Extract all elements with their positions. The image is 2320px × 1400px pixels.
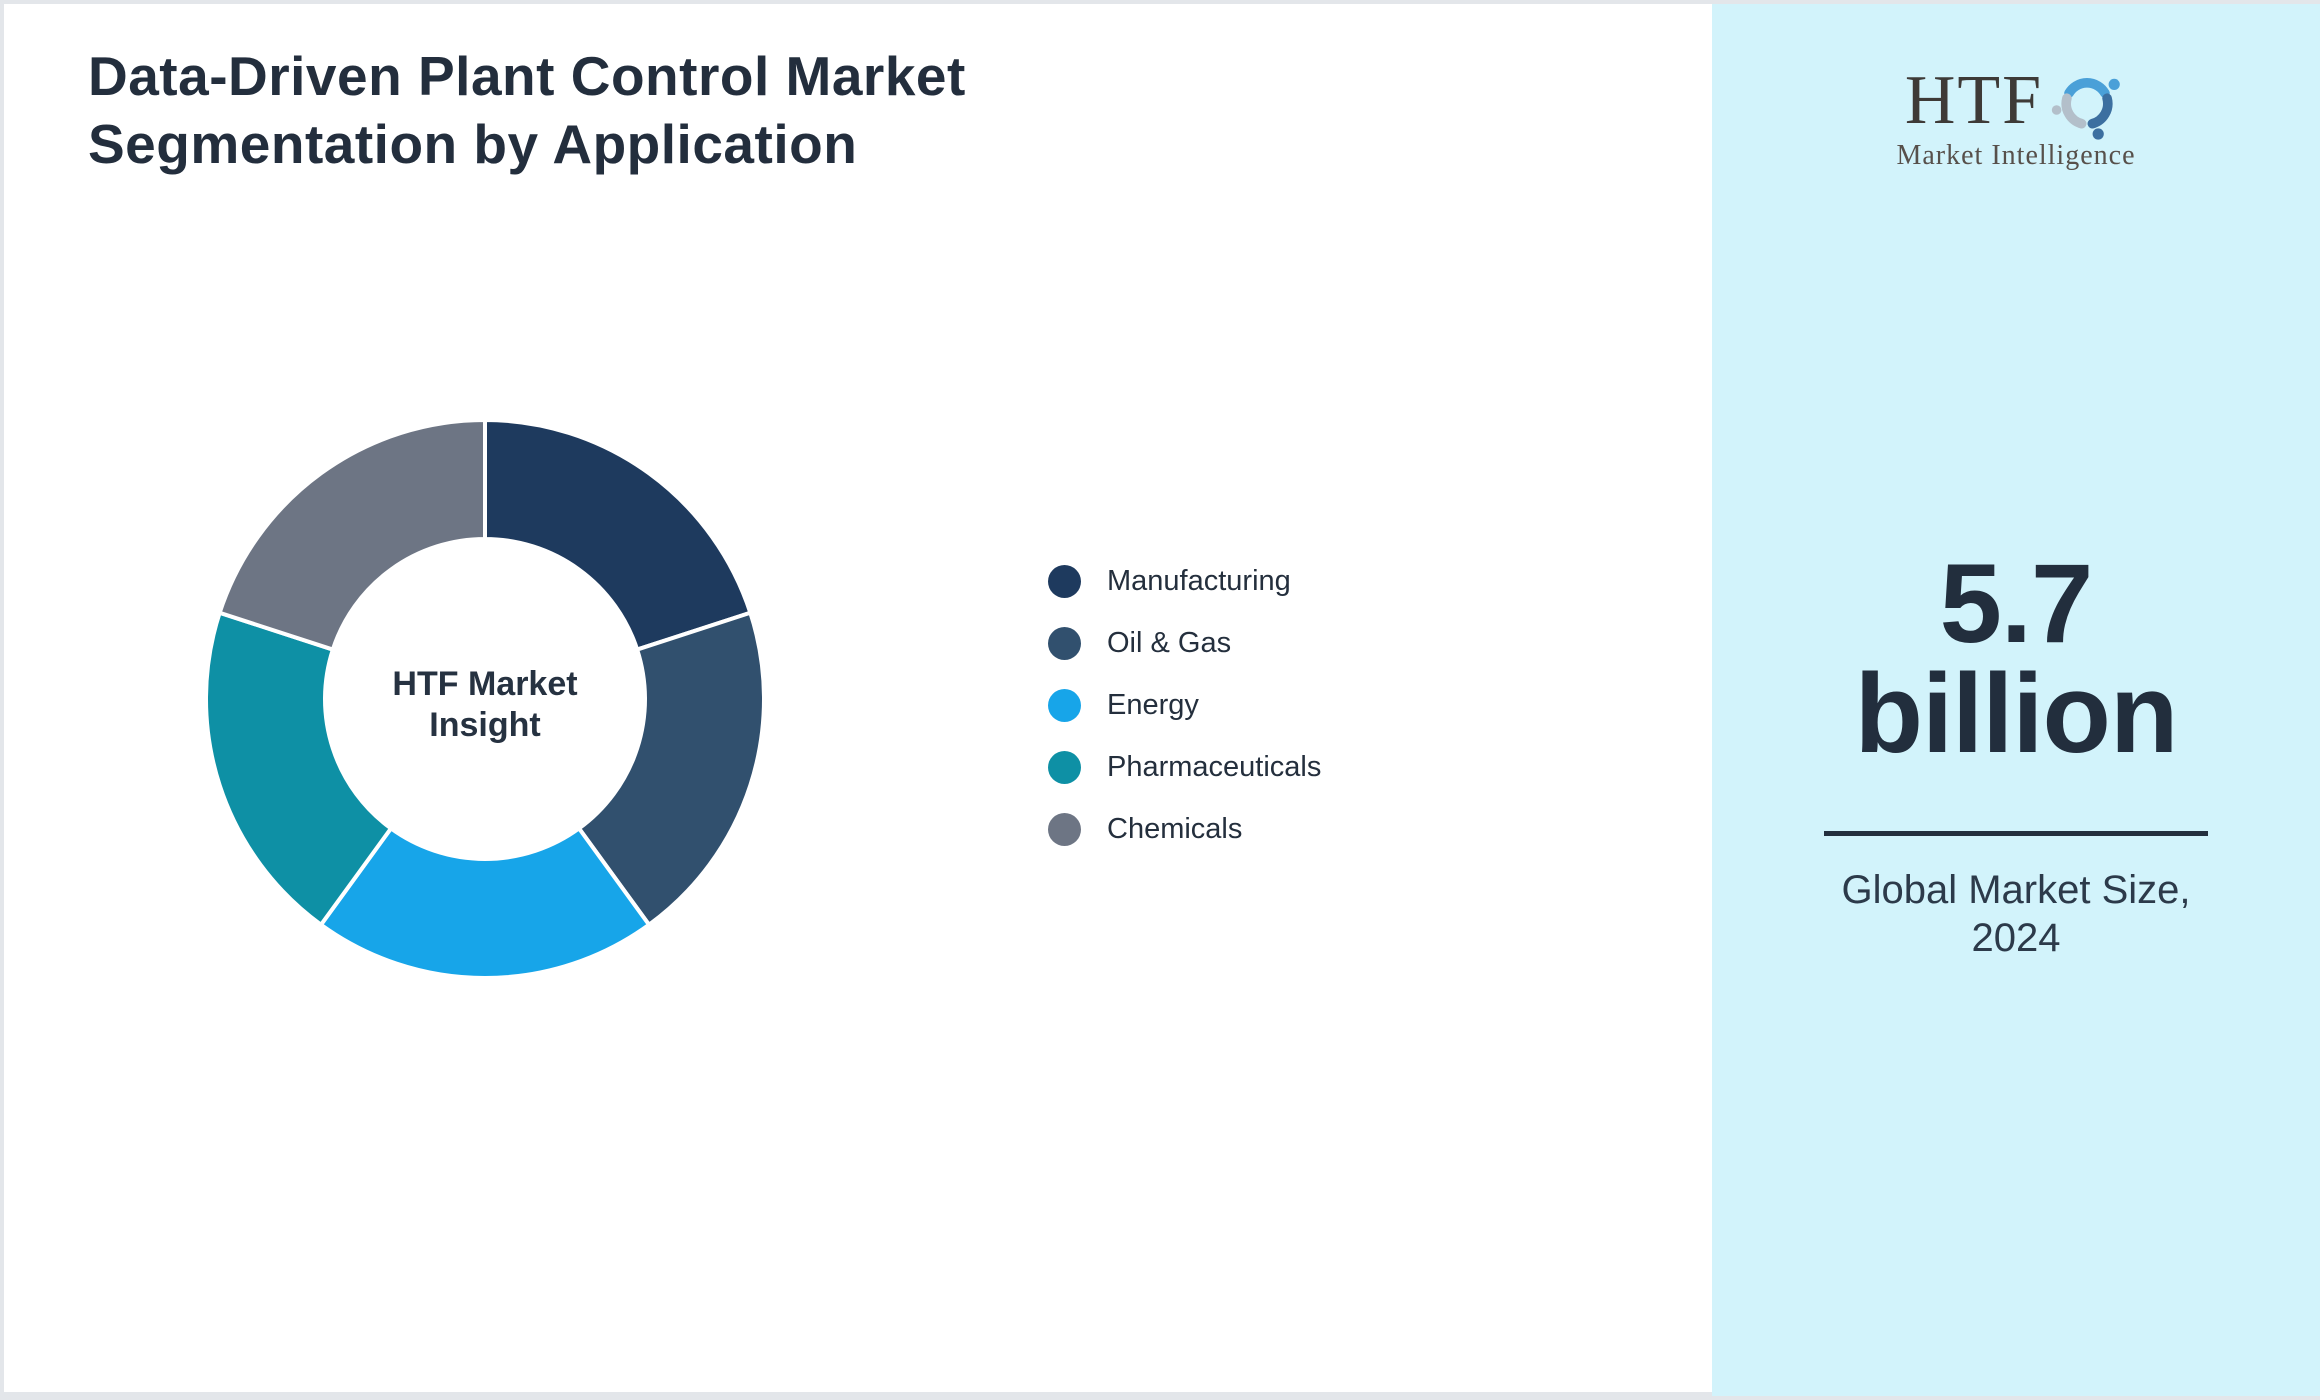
legend-swatch-icon [1048,565,1081,598]
legend: Manufacturing Oil & Gas Energy Pharmaceutic… [1048,565,1321,875]
legend-item: Manufacturing [1048,565,1321,598]
legend-swatch-icon [1048,627,1081,660]
legend-swatch-icon [1048,813,1081,846]
legend-item: Oil & Gas [1048,627,1321,660]
donut-chart-area: HTF Market Insight [200,414,770,984]
legend-item: Energy [1048,689,1321,722]
legend-label: Pharmaceuticals [1107,751,1322,783]
page-title: Data-Driven Plant Control Market Segment… [88,45,966,175]
htf-logo-text: HTF [1904,62,2044,139]
donut-segment-chemicals [217,417,487,653]
market-size-value: 5.7 billion [1712,541,2320,776]
legend-label: Manufacturing [1107,565,1291,597]
donut-segment-pharmaceuticals [204,610,394,928]
htf-logo-swirl-icon [2051,78,2120,140]
infographic-canvas: Data-Driven Plant Control Market Segment… [4,4,2320,1396]
sidebar-divider [1824,831,2208,836]
donut-segment-energy [318,825,652,981]
legend-swatch-icon [1048,689,1081,722]
market-size-number: 5.7 [1939,541,2094,666]
legend-item: Chemicals [1048,813,1321,846]
market-size-caption: Global Market Size, 2024 [1841,868,2191,960]
legend-label: Energy [1107,689,1199,721]
legend-label: Oil & Gas [1107,627,1232,659]
sidebar: HTF Market Intelligence 5.7 billion [1712,4,2320,1396]
donut-center-label: HTF Market Insight [392,665,578,744]
htf-logo: HTF Market Intelligence [1712,62,2320,172]
market-size-unit: billion [1854,651,2179,776]
htf-logo-subtitle: Market Intelligence [1896,140,2136,171]
donut-segment-manufacturing [483,417,753,653]
donut-segment-oil-gas [576,610,766,928]
legend-label: Chemicals [1107,813,1243,845]
legend-item: Pharmaceuticals [1048,751,1321,784]
donut-chart [204,417,766,981]
legend-swatch-icon [1048,751,1081,784]
